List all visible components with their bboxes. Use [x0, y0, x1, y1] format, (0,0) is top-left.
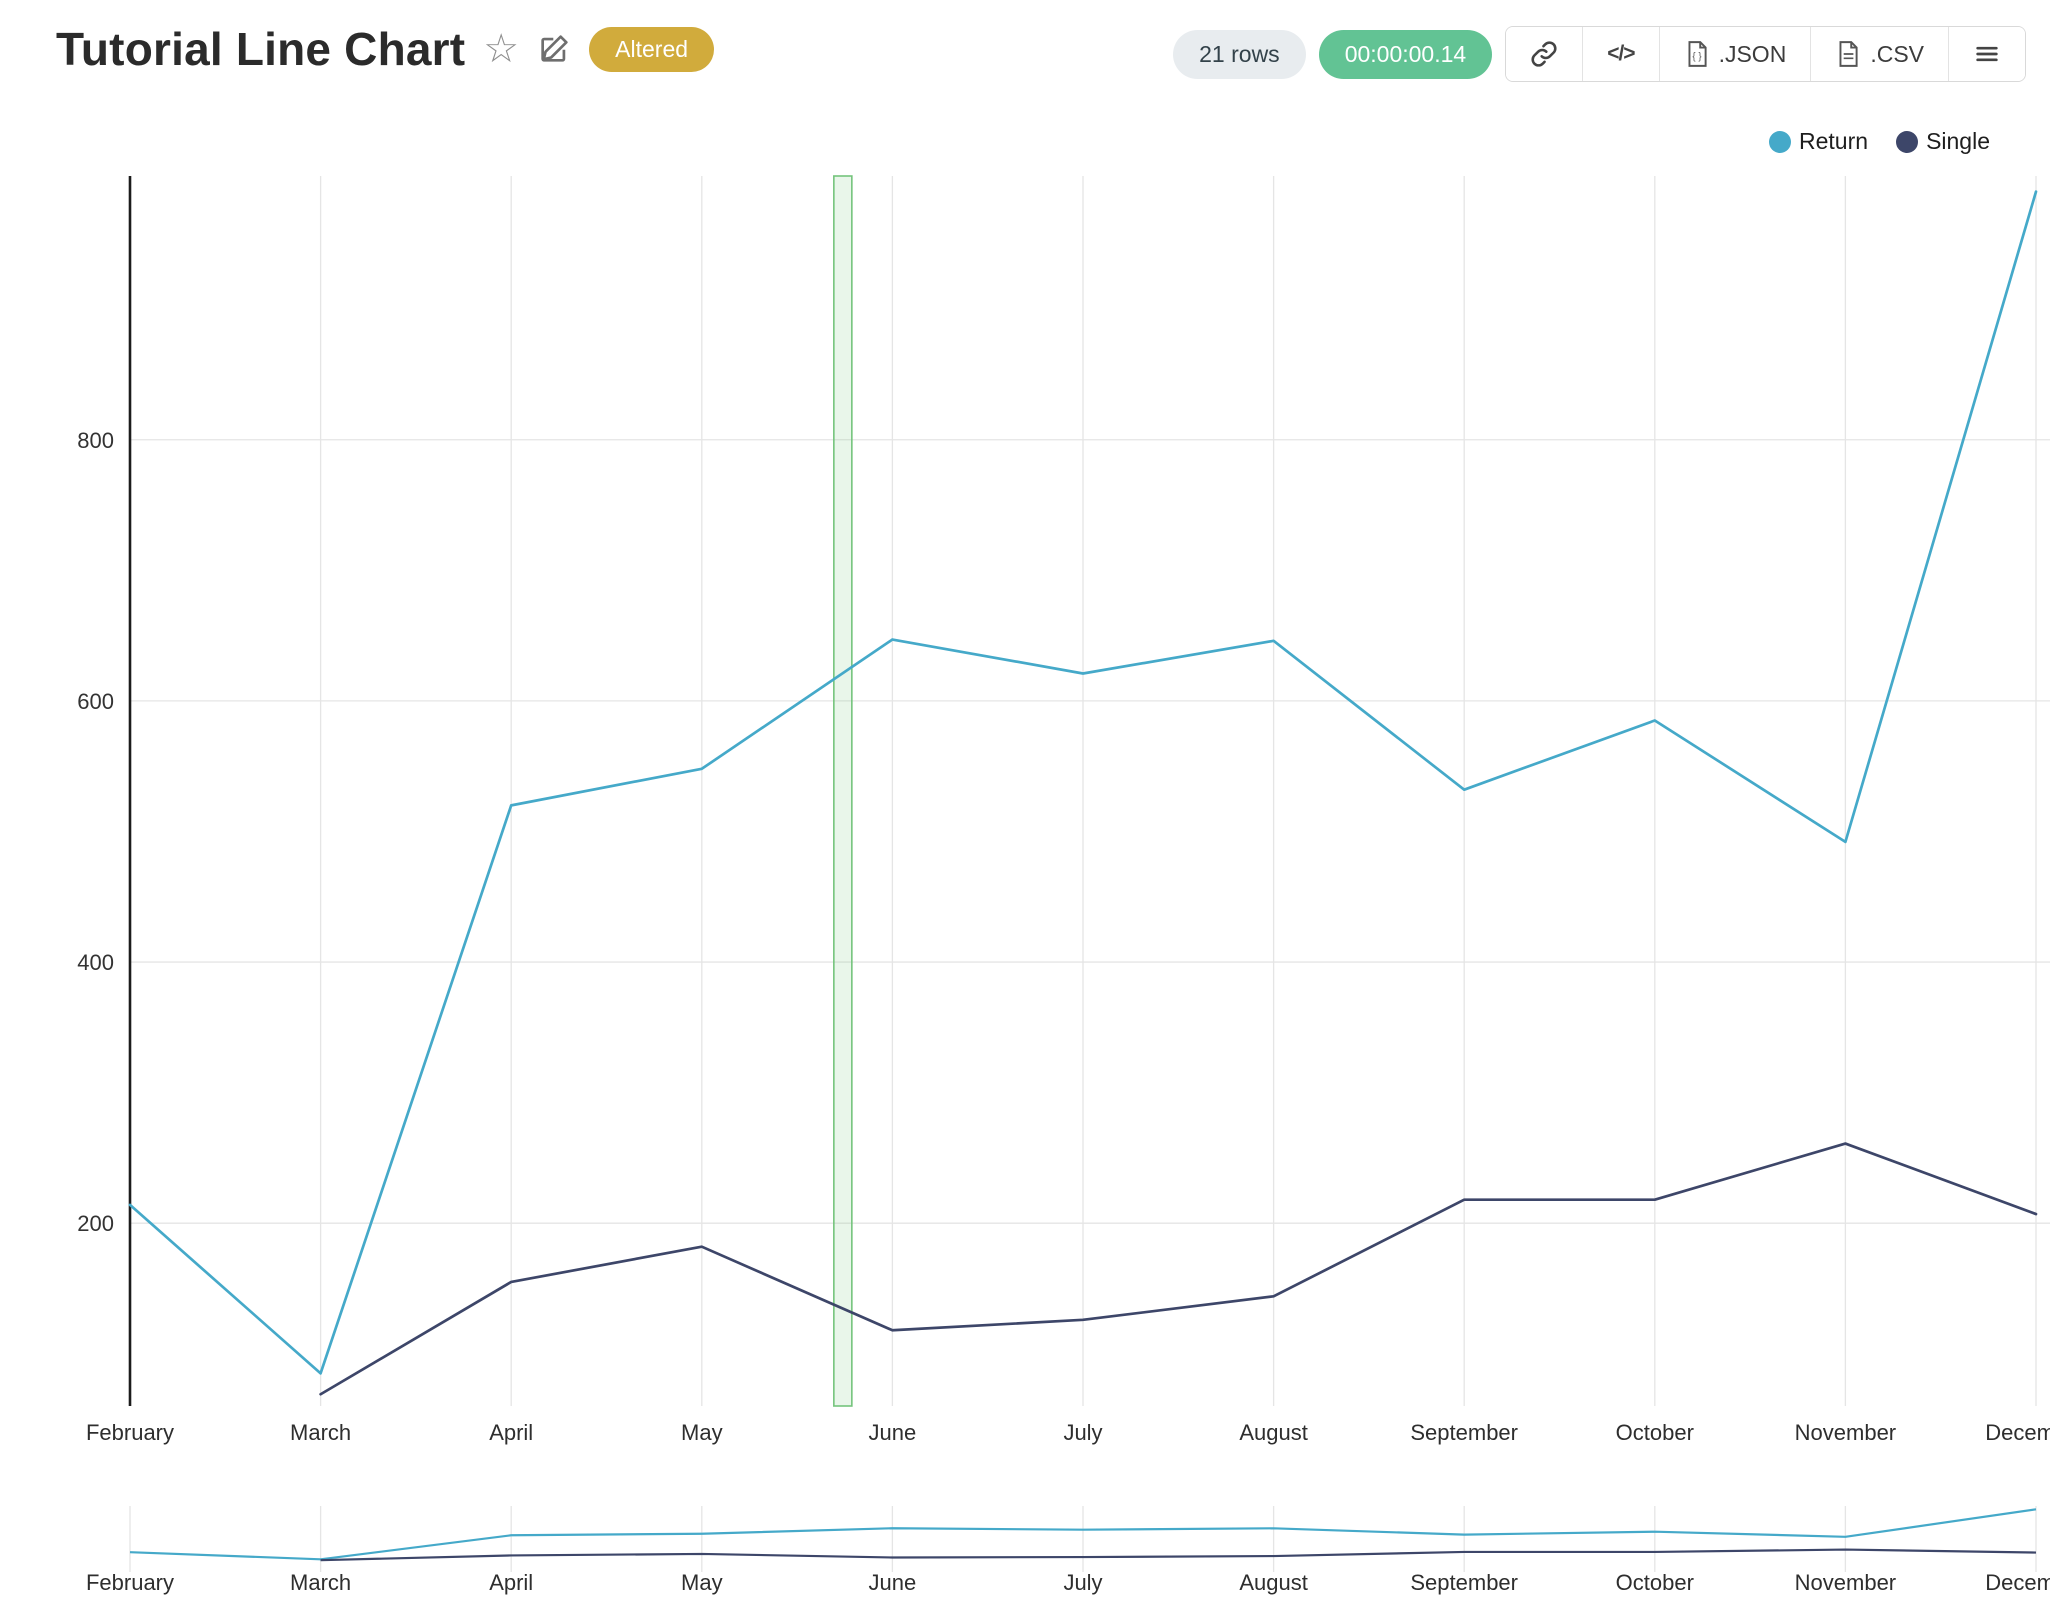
execution-time-badge: 00:00:00.14: [1318, 29, 1493, 79]
y-tick-label: 200: [77, 1211, 114, 1236]
export-json-label: .JSON: [1718, 40, 1787, 67]
navigator-axis-label: February: [86, 1570, 174, 1595]
export-csv-button[interactable]: .CSV: [1810, 27, 1948, 81]
x-axis-label: September: [1410, 1420, 1518, 1445]
share-link-button[interactable]: [1506, 27, 1583, 81]
embed-code-button[interactable]: </>: [1582, 27, 1659, 81]
export-csv-label: .CSV: [1870, 40, 1924, 67]
navigator-axis-label: November: [1795, 1570, 1896, 1595]
return-series-dot: [1769, 130, 1792, 153]
x-axis-label: April: [489, 1420, 533, 1445]
navigator-axis-label: June: [869, 1570, 917, 1595]
export-button-group: </> { } .JSON .CSV: [1505, 26, 2026, 82]
navigator-axis-label: August: [1239, 1570, 1308, 1595]
navigator-line-single: [320, 1548, 2037, 1562]
y-tick-label: 600: [77, 689, 114, 714]
x-axis-label: December: [1985, 1420, 2050, 1445]
legend-item-return[interactable]: Return: [1769, 128, 1868, 155]
export-json-button[interactable]: { } .JSON: [1658, 27, 1811, 81]
header: Tutorial Line Chart ☆ Altered: [56, 22, 715, 76]
code-icon: </>: [1607, 42, 1635, 65]
page-title: Tutorial Line Chart: [56, 23, 466, 75]
row-count-badge: 21 rows: [1173, 29, 1306, 79]
y-tick-label: 800: [77, 428, 114, 453]
edit-icon[interactable]: [537, 32, 571, 66]
csv-file-icon: [1839, 41, 1858, 67]
y-tick-label: 400: [77, 950, 114, 975]
x-axis-label: November: [1795, 1420, 1896, 1445]
series-line-single: [319, 1142, 2038, 1396]
toolbar: 21 rows 00:00:00.14 </> { } .JSON: [1173, 26, 2026, 82]
legend-label: Single: [1926, 128, 1990, 154]
favorite-star-icon[interactable]: ☆: [483, 27, 520, 71]
svg-text:{ }: { }: [1692, 51, 1702, 62]
single-series-dot: [1896, 130, 1919, 153]
series-line-return: [128, 190, 2038, 1375]
legend-item-single[interactable]: Single: [1896, 128, 1990, 155]
x-axis-label: June: [869, 1420, 917, 1445]
x-axis-label: July: [1063, 1420, 1102, 1445]
legend-label: Return: [1799, 128, 1869, 154]
altered-badge: Altered: [589, 26, 715, 72]
x-axis-label: August: [1239, 1420, 1308, 1445]
link-icon: [1531, 41, 1557, 67]
chart-legend: Return Single: [1769, 128, 1990, 155]
navigator-axis-label: September: [1410, 1570, 1518, 1595]
x-axis-label: October: [1616, 1420, 1694, 1445]
navigator-axis-label: July: [1063, 1570, 1102, 1595]
pencil-square-icon: [541, 35, 568, 62]
json-file-icon: { }: [1688, 41, 1707, 67]
navigator-axis-label: May: [681, 1570, 723, 1595]
navigator-line-return: [129, 1508, 2037, 1561]
navigator-axis-label: October: [1616, 1570, 1694, 1595]
x-axis-label: March: [290, 1420, 351, 1445]
navigator-axis-label: April: [489, 1570, 533, 1595]
annotation-band: [833, 175, 853, 1407]
navigator-axis-label: March: [290, 1570, 351, 1595]
navigator-axis-label: December: [1985, 1570, 2050, 1595]
x-axis-label: February: [86, 1420, 174, 1445]
hamburger-menu-icon: [1976, 46, 1998, 62]
x-axis-label: May: [681, 1420, 723, 1445]
menu-button[interactable]: [1948, 27, 2025, 81]
